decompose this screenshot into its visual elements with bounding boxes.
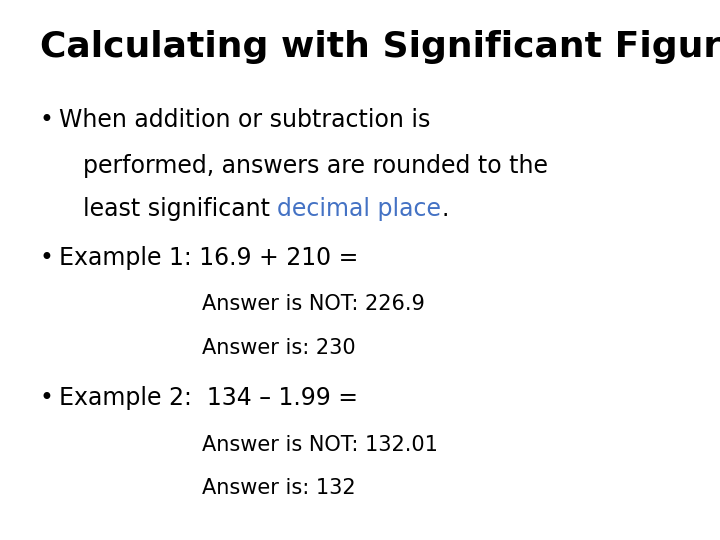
- Text: When addition or subtraction is: When addition or subtraction is: [60, 108, 431, 132]
- Text: Calculating with Significant Figures: Calculating with Significant Figures: [40, 30, 720, 64]
- Text: Answer is NOT: 226.9: Answer is NOT: 226.9: [202, 294, 425, 314]
- Text: •: •: [40, 108, 53, 132]
- Text: Answer is: 230: Answer is: 230: [202, 338, 355, 357]
- Text: performed, answers are rounded to the: performed, answers are rounded to the: [83, 154, 548, 178]
- Text: •: •: [40, 386, 53, 410]
- Text: decimal place: decimal place: [277, 197, 441, 221]
- Text: .: .: [441, 197, 449, 221]
- Text: •: •: [40, 246, 53, 269]
- Text: Answer is NOT: 132.01: Answer is NOT: 132.01: [202, 435, 438, 455]
- Text: Answer is: 132: Answer is: 132: [202, 478, 355, 498]
- Text: least significant: least significant: [83, 197, 277, 221]
- Text: Example 1: 16.9 + 210 =: Example 1: 16.9 + 210 =: [60, 246, 359, 269]
- Text: Example 2:  134 – 1.99 =: Example 2: 134 – 1.99 =: [60, 386, 359, 410]
